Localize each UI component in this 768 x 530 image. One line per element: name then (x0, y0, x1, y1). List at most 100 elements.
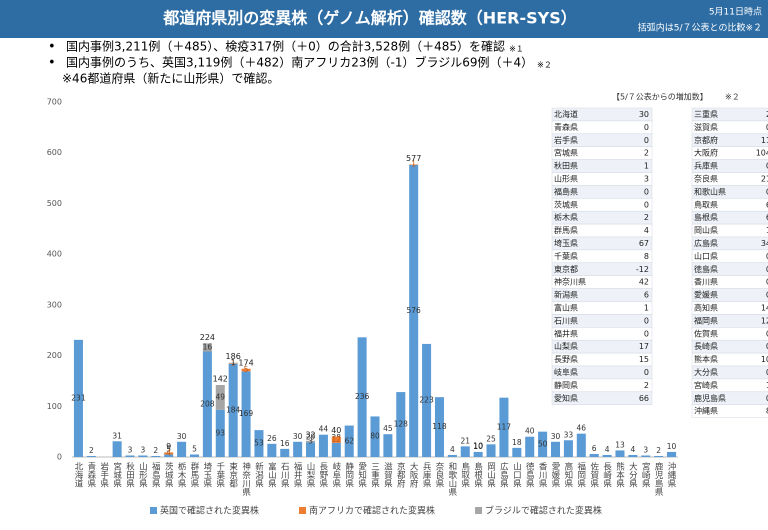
x-tick-label: 熊本県 (614, 461, 624, 488)
x-tick-label: 青森県 (86, 461, 96, 488)
bullets: • 国内事例3,211例（＋485）、検疫317例（＋0）の合計3,528例（＋4… (48, 39, 552, 86)
pref-name: 宮崎県 (694, 380, 718, 390)
pref-increase: 0 (766, 123, 768, 132)
bar-segment (125, 455, 135, 457)
bar-segment (615, 450, 625, 457)
bar-segment (434, 397, 444, 457)
value-label: 49 (216, 392, 226, 401)
total-label: 40 (331, 426, 341, 435)
x-tick-label: 福岡県 (576, 461, 586, 488)
x-tick-label: 岐阜県 (331, 461, 341, 488)
value-label: 6 (592, 444, 597, 453)
bar-segment (267, 443, 277, 457)
pref-increase: 66 (639, 394, 649, 403)
x-tick-label: 鹿児島県 (653, 461, 663, 497)
value-label: 4 (605, 445, 610, 454)
total-label: 186 (226, 352, 241, 361)
pref-name: 青森県 (554, 122, 578, 132)
x-tick-label: 山形県 (137, 461, 147, 488)
bar-segment (228, 362, 238, 364)
pref-increase: 15 (639, 355, 649, 364)
bar-segment (164, 452, 174, 455)
pref-increase: 1 (644, 303, 649, 312)
x-tick-label: 埼玉県 (202, 461, 212, 488)
pref-name: 岩手県 (554, 135, 578, 145)
bar-segment (228, 363, 238, 364)
value-label: 10 (667, 442, 677, 451)
y-tick-label: 400 (47, 250, 62, 259)
x-tick-label: 愛媛県 (550, 461, 560, 488)
title-bar (0, 0, 768, 38)
pref-name: 鹿児島県 (694, 393, 726, 403)
x-tick-label: 香川県 (537, 461, 547, 488)
pref-increase: 0 (644, 123, 649, 132)
x-tick-label: 兵庫県 (421, 461, 431, 488)
bar-segment (189, 454, 200, 457)
pref-name: 大阪府 (694, 148, 718, 158)
pref-name: 愛媛県 (694, 290, 718, 300)
pref-increase: 0 (766, 394, 768, 403)
value-label: 26 (267, 434, 277, 443)
x-tick-label: 徳島県 (524, 461, 534, 488)
bar-segment (460, 446, 470, 457)
date: 5月11日時点 (709, 7, 762, 18)
pref-name: 秋田県 (554, 161, 578, 171)
pref-name: 福井県 (554, 328, 578, 338)
value-label: 223 (419, 395, 434, 404)
pref-name: 熊本県 (694, 354, 718, 364)
x-tick-label: 秋田県 (125, 461, 135, 488)
pref-increase: 0 (766, 187, 768, 196)
pref-name: 沖縄県 (694, 406, 718, 416)
pref-name: 宮城県 (554, 148, 578, 158)
bar-segment (589, 453, 599, 457)
pref-increase: 0 (766, 252, 768, 261)
bullet-text: 国内事例のうち、英国3,119例（＋482）南アフリカ23例（-1）ブラジル69… (66, 55, 533, 70)
y-tick-label: 100 (47, 402, 62, 411)
value-label: 40 (525, 427, 535, 436)
bar-segment (628, 454, 638, 457)
pref-increase: 0 (766, 329, 768, 338)
pref-name: 佐賀県 (694, 328, 718, 338)
pref-increase: 2 (644, 381, 649, 390)
value-label: 62 (344, 436, 354, 445)
pref-name: 神奈川県 (554, 277, 586, 287)
value-label: 4 (630, 445, 635, 454)
pref-name: 滋賀県 (694, 122, 718, 132)
bar-segment (228, 363, 238, 457)
bar-segment (473, 451, 483, 457)
value-label: 117 (497, 422, 512, 431)
value-label: 184 (226, 405, 241, 414)
bar-segment (409, 164, 419, 457)
pref-increase: 10 (761, 355, 768, 364)
bullet-note: ※１ (509, 45, 524, 54)
x-tick-label: 神奈川県 (241, 461, 251, 497)
total-label: 174 (238, 358, 253, 367)
x-tick-label: 長野県 (318, 462, 328, 488)
pref-name: 群馬県 (554, 225, 578, 235)
pref-name: 三重県 (694, 109, 718, 119)
pref-name: 東京都 (554, 264, 578, 274)
value-label: 5 (166, 444, 171, 453)
pref-increase: 8 (644, 252, 649, 261)
bar-segment (112, 441, 122, 457)
bar-segment (306, 442, 316, 457)
pref-increase: 30 (639, 110, 649, 119)
bar-segment (667, 451, 677, 457)
x-tick-label: 三重県 (370, 462, 380, 488)
pref-increase: 0 (766, 265, 768, 274)
value-label: 231 (71, 393, 86, 402)
bar-segment (138, 455, 148, 457)
value-label: 18 (512, 438, 522, 447)
pref-name: 山梨県 (554, 341, 578, 351)
bar-segment (306, 440, 316, 443)
total-label: 32 (305, 430, 315, 439)
pref-name: 福岡県 (694, 316, 718, 325)
x-tick-label: 東京都 (228, 461, 238, 488)
pref-increase: 34 (761, 239, 768, 248)
x-tick-label: 群馬県 (189, 461, 199, 488)
bar-segment (563, 440, 573, 457)
table-cell (691, 404, 768, 418)
legend-label: 南アフリカで確認された変異株 (309, 505, 435, 517)
